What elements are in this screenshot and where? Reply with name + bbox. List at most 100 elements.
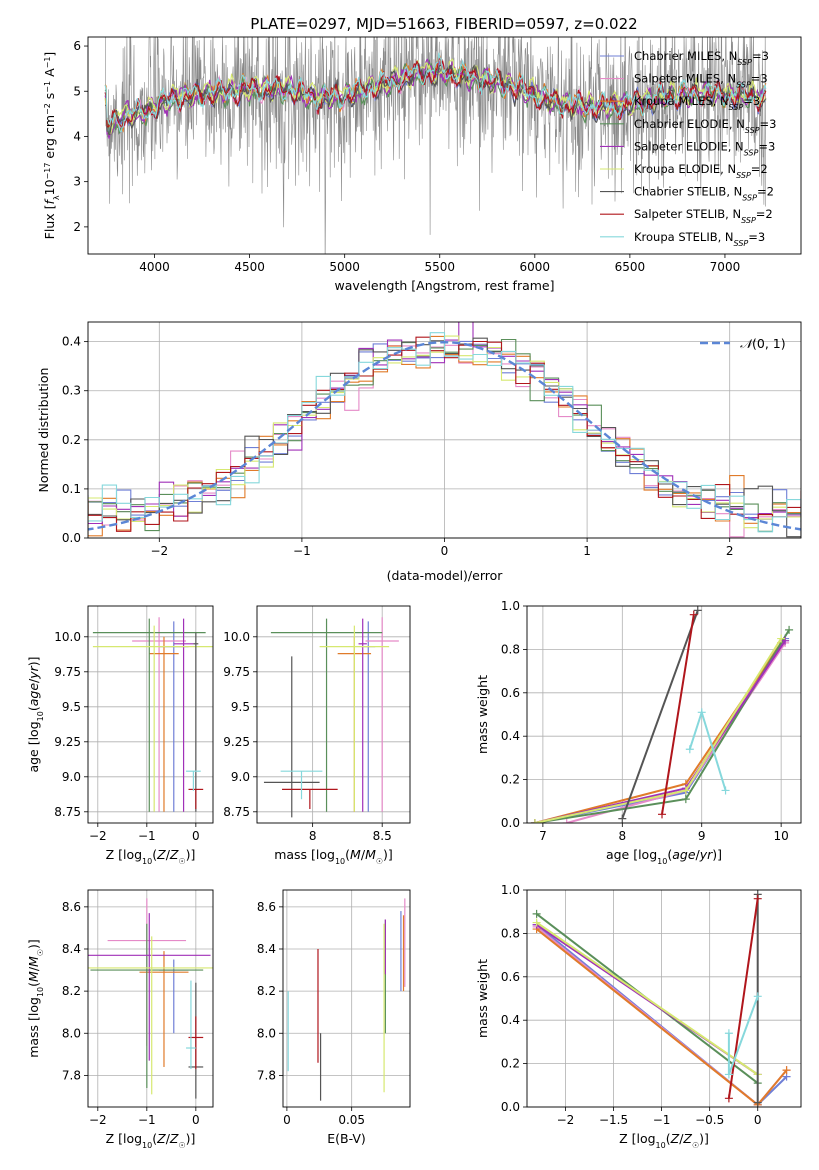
mass-weight-marker xyxy=(721,786,730,795)
y-axis-label: mass weight xyxy=(475,675,490,754)
axes-massweight_vs_Z: −2 −1.5 −1 −0.5 0 0.0 0.2 0.4 0.6 0.8 1.0 Z [log10(… xyxy=(475,883,802,1150)
y-tick-label: 8.2 xyxy=(257,984,276,998)
mass-weight-marker xyxy=(681,795,690,804)
y-tick-label: 8.2 xyxy=(62,984,81,998)
y-tick-label: 0.3 xyxy=(62,384,81,398)
y-tick-label: 0.4 xyxy=(501,729,520,743)
x-tick-label: 4000 xyxy=(139,260,170,274)
mass-weight-marker xyxy=(685,745,694,754)
x-tick-label: 7 xyxy=(539,829,547,843)
y-tick-label: 0.4 xyxy=(62,335,81,349)
y-tick-label: 9.0 xyxy=(62,770,81,784)
y-tick-label: 8.0 xyxy=(62,1026,81,1040)
x-tick-label: 5500 xyxy=(424,260,455,274)
mass-weight-marker xyxy=(689,610,698,619)
y-axis-label: mass [log10(M/M☉)] xyxy=(26,939,45,1058)
y-tick-label: 1.0 xyxy=(501,599,520,613)
y-tick-label: 10.0 xyxy=(223,630,250,644)
y-tick-label: 9.0 xyxy=(231,770,250,784)
x-tick-label: −2 xyxy=(557,1113,575,1127)
mass-weight-line xyxy=(621,609,699,820)
x-tick-label: 1 xyxy=(583,544,591,558)
axes-frame xyxy=(87,889,214,1108)
legend-label: Salpeter ELODIE, NSSP=3 xyxy=(634,139,775,157)
y-tick-label: 1.0 xyxy=(501,883,520,897)
x-tick-label: 0 xyxy=(754,1113,762,1127)
x-tick-label: 9 xyxy=(698,829,706,843)
y-tick-label: 0.4 xyxy=(501,1013,520,1027)
axes-age_vs_Z: −2 −1 0 8.75 9.0 9.25 9.5 9.75 10.0 Z [log10(Z/Z☉… xyxy=(26,605,214,866)
figure-title: PLATE=0297, MJD=51663, FIBERID=0597, z=0… xyxy=(250,15,637,33)
x-axis-label: mass [log10(M/M☉)] xyxy=(274,847,393,866)
plot-mass_vs_Z xyxy=(88,898,213,1099)
axes-mass_vs_Z: −2 −1 0 7.8 8.0 8.2 8.4 8.6 Z [log10(Z/Z☉)] mass … xyxy=(26,889,214,1150)
y-tick-label: 0.8 xyxy=(501,926,520,940)
x-tick-label: 8 xyxy=(309,829,317,843)
x-tick-label: −2 xyxy=(89,1113,107,1127)
residual-legend: 𝒩(0, 1) xyxy=(700,336,786,351)
legend-label: Salpeter MILES, NSSP=3 xyxy=(634,72,768,90)
plot-massweight_vs_age xyxy=(530,606,794,823)
y-tick-label: 0.0 xyxy=(501,1100,520,1114)
mass-weight-marker xyxy=(753,894,762,903)
legend-label: Kroupa ELODIE, NSSP=2 xyxy=(634,162,768,180)
x-tick-label: 7000 xyxy=(710,260,741,274)
x-tick-label: 0 xyxy=(192,1113,200,1127)
panel-mass_vs_Z: −2 −1 0 7.8 8.0 8.2 8.4 8.6 Z [log10(Z/Z☉)] mass … xyxy=(26,889,214,1150)
x-tick-label: 0 xyxy=(283,1113,291,1127)
normal-curve xyxy=(88,340,801,531)
x-tick-label: 8 xyxy=(618,829,626,843)
spectrum-legend: Chabrier MILES, NSSP=3 Salpeter MILES, NS… xyxy=(600,49,776,247)
mass-weight-marker xyxy=(753,1098,762,1107)
x-tick-label: 0.05 xyxy=(338,1113,365,1127)
legend-label: Chabrier MILES, NSSP=3 xyxy=(634,49,769,67)
plot-residuals xyxy=(88,322,801,538)
y-tick-label: 8.4 xyxy=(62,942,81,956)
y-tick-label: 7.8 xyxy=(257,1068,276,1082)
panel-massweight_vs_age: 7 8 9 10 0.0 0.2 0.4 0.6 0.8 1.0 age [log10(age/yr… xyxy=(475,599,802,866)
grid-mass_vs_EBV xyxy=(283,890,410,1107)
axes-residuals: −2 −1 0 1 2 0.0 0.1 0.2 0.3 0.4 (data-model)/error… xyxy=(36,321,802,583)
mass-weight-marker xyxy=(785,625,794,634)
x-tick-label: 4500 xyxy=(234,260,265,274)
x-tick-label: 6500 xyxy=(615,260,646,274)
y-tick-label: 9.5 xyxy=(62,700,81,714)
mass-weight-marker xyxy=(532,909,541,918)
axes-spectrum: 4000 4500 5000 5500 6000 6500 7000 2 3 4 5 6 wavelen… xyxy=(42,36,802,293)
y-tick-label: 6 xyxy=(73,39,81,53)
y-tick-label: 0.0 xyxy=(501,816,520,830)
x-tick-label: 10 xyxy=(774,829,789,843)
y-tick-label: 0.1 xyxy=(62,482,81,496)
plot-massweight_vs_Z xyxy=(532,890,791,1107)
mass-weight-marker xyxy=(681,786,690,795)
legend-label: 𝒩(0, 1) xyxy=(740,336,786,351)
x-axis-label: Z [log10(Z/Z☉)] xyxy=(619,1131,709,1150)
y-tick-label: 9.5 xyxy=(231,700,250,714)
y-tick-label: 0.0 xyxy=(62,531,81,545)
x-axis-label: age [log10(age/yr)] xyxy=(606,847,722,866)
panel-age_vs_mass: 8 8.5 8.75 9.0 9.25 9.5 9.75 10.0 mass [log10(M/… xyxy=(223,605,411,866)
model-line xyxy=(105,62,767,136)
mass-weight-marker xyxy=(782,1066,791,1075)
legend-label: Chabrier ELODIE, NSSP=3 xyxy=(634,117,776,135)
y-axis-label: age [log10(age/yr)] xyxy=(26,656,45,772)
x-axis-label: wavelength [Angstrom, rest frame] xyxy=(334,278,554,293)
mass-weight-marker xyxy=(658,810,667,819)
y-tick-label: 0.8 xyxy=(501,642,520,656)
panel-massweight_vs_Z: −2 −1.5 −1 −0.5 0 0.0 0.2 0.4 0.6 0.8 1.0 Z [log10(… xyxy=(475,883,802,1150)
y-tick-label: 10.0 xyxy=(54,630,81,644)
x-axis-label: Z [log10(Z/Z☉)] xyxy=(106,1131,196,1150)
y-tick-label: 8.75 xyxy=(223,805,250,819)
x-tick-label: 5000 xyxy=(329,260,360,274)
mass-weight-marker xyxy=(530,819,539,823)
axes-mass_vs_EBV: 0 0.05 7.8 8.0 8.2 8.4 8.6 E(B-V) xyxy=(257,889,411,1146)
mass-weight-marker xyxy=(724,1094,733,1103)
y-tick-label: 4 xyxy=(73,129,81,143)
x-axis-label: E(B-V) xyxy=(327,1131,366,1146)
x-tick-label: 6000 xyxy=(520,260,551,274)
data-spectrum-line xyxy=(105,37,766,254)
y-axis-label: Flux [fλ10−17 erg cm−2 s−1 A−1] xyxy=(42,52,61,240)
x-tick-label: 0 xyxy=(441,544,449,558)
plot-spectrum xyxy=(104,37,767,254)
mass-weight-marker xyxy=(532,918,541,927)
